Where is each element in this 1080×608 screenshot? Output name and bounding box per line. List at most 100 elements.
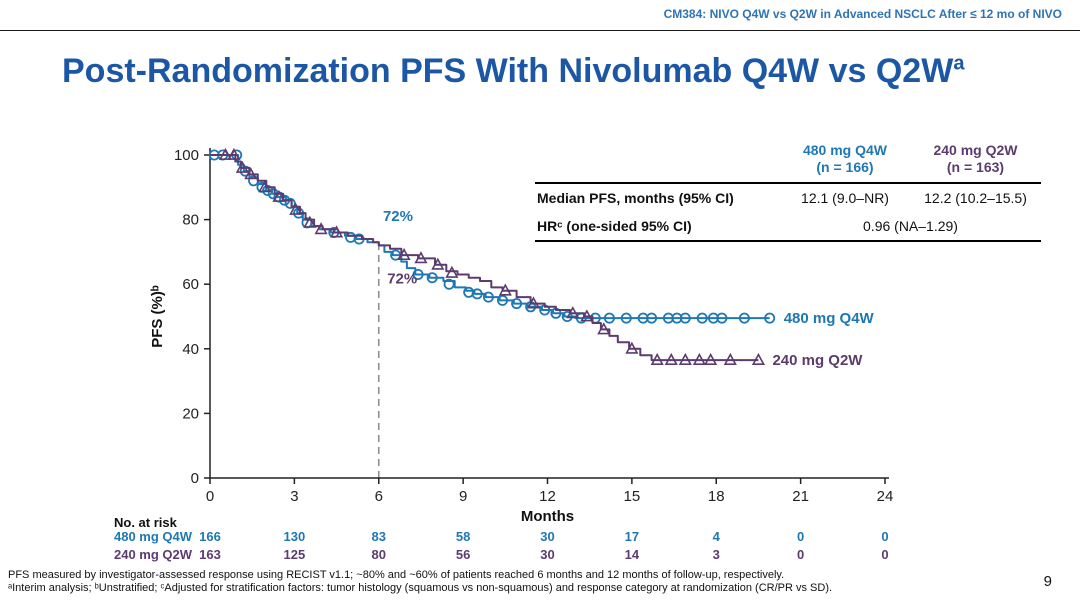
page-number: 9 — [1043, 573, 1052, 590]
censor-triangle-icon — [218, 147, 233, 160]
censor-triangle-icon — [704, 352, 718, 366]
q2w-header-n: (n = 163) — [946, 159, 1005, 175]
y-tick-label: 60 — [182, 276, 199, 293]
at-risk-value: 0 — [881, 547, 888, 562]
censor-triangle-icon — [235, 160, 249, 173]
curve-end-label-240-q2w: 240 mg Q2W — [772, 352, 863, 369]
censor-circle-icon — [511, 298, 523, 310]
censor-triangle-icon — [498, 283, 512, 296]
at-risk-value: 166 — [199, 529, 221, 544]
censor-triangle-icon — [244, 167, 258, 180]
at-risk-value: 80 — [372, 547, 386, 562]
stats-table-header: 480 mg Q4W (n = 166) 240 mg Q2W (n = 163… — [535, 142, 1041, 182]
censor-circle-icon — [426, 272, 438, 284]
censor-circle-icon — [764, 312, 776, 324]
censor-circle-icon — [696, 312, 708, 324]
censor-triangle-icon — [329, 225, 344, 238]
pct-annotation: 72% — [387, 271, 417, 288]
x-tick-label: 18 — [708, 488, 725, 505]
at-risk-value: 3 — [713, 547, 720, 562]
median-pfs-q2w-value: 12.2 (10.2–15.5) — [924, 190, 1027, 206]
at-risk-value: 0 — [797, 547, 804, 562]
stats-table: 480 mg Q4W (n = 166) 240 mg Q2W (n = 163… — [535, 142, 1041, 242]
y-tick-label: 20 — [182, 405, 199, 422]
censor-triangle-icon — [289, 202, 303, 215]
censor-triangle-icon — [650, 352, 664, 366]
at-risk-value: 130 — [284, 529, 306, 544]
x-tick-label: 3 — [290, 488, 298, 505]
censor-triangle-icon — [664, 352, 678, 366]
censor-circle-icon — [284, 197, 296, 209]
censor-circle-icon — [471, 288, 483, 300]
censor-circle-icon — [603, 312, 615, 324]
q4w-header-n: (n = 166) — [816, 159, 874, 175]
y-tick-label: 80 — [182, 212, 199, 229]
censor-triangle-icon — [397, 247, 411, 261]
x-tick-label: 12 — [539, 488, 556, 505]
at-risk-value: 0 — [797, 529, 804, 544]
censor-circle-icon — [561, 310, 573, 322]
at-risk-value: 17 — [625, 529, 639, 544]
censor-triangle-icon — [723, 352, 737, 366]
at-risk-value: 58 — [456, 529, 470, 544]
at-risk-value: 30 — [540, 547, 554, 562]
at-risk-value: 163 — [199, 547, 221, 562]
censor-triangle-icon — [692, 352, 706, 366]
x-tick-label: 9 — [459, 488, 467, 505]
page-title-superscript: a — [953, 52, 965, 75]
censor-circle-icon — [646, 312, 658, 324]
censor-triangle-icon — [625, 341, 639, 354]
x-tick-label: 24 — [877, 488, 894, 505]
censor-circle-icon — [482, 291, 494, 303]
at-risk-value: 0 — [881, 529, 888, 544]
x-tick-label: 0 — [206, 488, 214, 505]
x-tick-label: 15 — [624, 488, 641, 505]
censor-circle-icon — [738, 312, 750, 324]
censor-circle-icon — [463, 286, 475, 298]
y-tick-label: 100 — [174, 147, 199, 164]
slide-header: CM384: NIVO Q4W vs Q2W in Advanced NSCLC… — [663, 7, 1062, 21]
censor-triangle-icon — [414, 251, 428, 264]
at-risk-title: No. at risk — [114, 515, 178, 530]
censor-circle-icon — [412, 268, 424, 280]
censor-triangle-icon — [272, 189, 286, 202]
censor-triangle-icon — [566, 306, 580, 319]
curve-end-label-480-q4w: 480 mg Q4W — [784, 310, 875, 327]
y-axis-label: PFS (%)ᵇ — [149, 285, 166, 348]
x-tick-label: 21 — [792, 488, 809, 505]
y-tick-label: 0 — [191, 470, 199, 487]
at-risk-row-label: 240 mg Q2W — [114, 547, 193, 562]
at-risk-value: 56 — [456, 547, 470, 562]
censor-triangle-icon — [580, 309, 594, 322]
hazard-ratio-label: HRᶜ (one-sided 95% CI) — [537, 218, 692, 234]
page-title-text: Post-Randomization PFS With Nivolumab Q4… — [62, 52, 954, 90]
stats-header-spacer — [535, 142, 780, 176]
censor-triangle-icon — [258, 180, 272, 193]
median-pfs-label: Median PFS, months (95% CI) — [537, 190, 734, 206]
censor-triangle-icon — [597, 322, 611, 335]
footnote-2: ᵃInterim analysis; ᵇUnstratified; ᶜAdjus… — [8, 582, 833, 594]
page-title: Post-Randomization PFS With Nivolumab Q4… — [62, 52, 964, 91]
pct-annotation: 72% — [383, 208, 413, 225]
footnotes: PFS measured by investigator-assessed re… — [8, 569, 938, 595]
censor-circle-icon — [443, 278, 455, 290]
x-axis-label: Months — [521, 508, 574, 525]
censor-triangle-icon — [751, 352, 766, 366]
censor-triangle-icon — [431, 257, 445, 270]
at-risk-value: 4 — [713, 529, 721, 544]
header-divider — [0, 30, 1080, 31]
censor-triangle-icon — [314, 222, 328, 235]
censor-triangle-icon — [303, 215, 317, 228]
stats-col-header-q2w: 240 mg Q2W (n = 163) — [910, 142, 1041, 176]
hazard-ratio-value: 0.96 (NA–1.29) — [863, 218, 958, 234]
censor-triangle-icon — [678, 352, 692, 366]
x-tick-label: 6 — [375, 488, 383, 505]
censor-triangle-icon — [526, 296, 541, 309]
at-risk-value: 83 — [372, 529, 386, 544]
at-risk-value: 125 — [284, 547, 306, 562]
q4w-header-name: 480 mg Q4W — [802, 142, 888, 158]
censor-triangle-icon — [445, 265, 459, 278]
stats-table-body: Median PFS, months (95% CI) 12.1 (9.0–NR… — [535, 182, 1041, 242]
